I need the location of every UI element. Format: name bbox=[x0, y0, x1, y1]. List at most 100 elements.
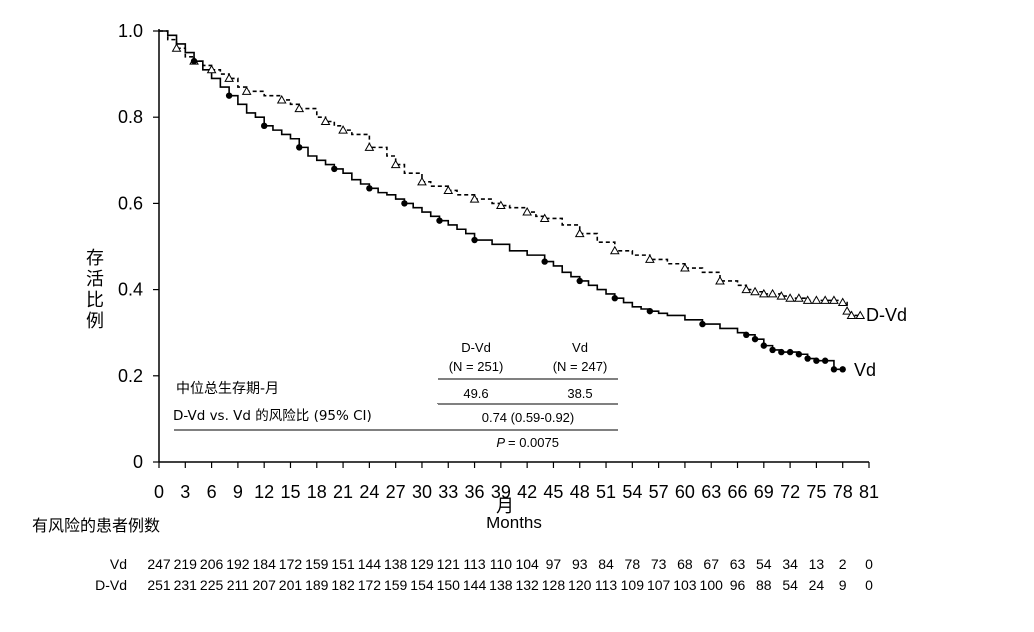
risk-cell: 73 bbox=[651, 556, 667, 572]
table-p-value: = 0.0075 bbox=[508, 435, 559, 450]
risk-cell: 97 bbox=[546, 556, 562, 572]
risk-cell: 154 bbox=[410, 577, 434, 593]
x-tick-label: 57 bbox=[649, 482, 669, 502]
risk-cell: 184 bbox=[253, 556, 277, 572]
risk-cell: 107 bbox=[647, 577, 671, 593]
risk-cell: 207 bbox=[253, 577, 277, 593]
x-tick-label: 45 bbox=[543, 482, 563, 502]
risk-row-label: Vd bbox=[110, 556, 127, 572]
censor-mark-vd bbox=[821, 357, 829, 364]
risk-cell: 113 bbox=[595, 577, 618, 593]
table-row1-bg bbox=[170, 376, 438, 398]
x-tick-label: 72 bbox=[780, 482, 800, 502]
censor-mark-dvd bbox=[741, 284, 752, 294]
axes: 0 3 6 9 12 15 18 21 24 27 30 33 36 39 42 45 48 51 54 57 60 63… bbox=[118, 21, 879, 502]
censor-mark-vd bbox=[260, 122, 268, 130]
censor-mark-dvd bbox=[776, 291, 787, 300]
censor-mark-vd bbox=[778, 348, 785, 356]
risk-table-title: 有风险的患者例数 bbox=[32, 516, 160, 535]
risk-cell: 54 bbox=[756, 556, 772, 572]
x-tick-label: 30 bbox=[412, 482, 432, 502]
x-tick-label: 63 bbox=[701, 482, 721, 502]
censor-markers bbox=[171, 43, 866, 373]
censor-mark-vd bbox=[401, 200, 408, 207]
table-col-header-dvd: D-Vd bbox=[461, 340, 491, 355]
censor-mark-vd bbox=[331, 165, 338, 173]
table-row2-label: D-Vd vs. Vd 的风险比 (95% CI) bbox=[173, 408, 372, 424]
risk-table: Vd 247 219 206 192 184 172 159 151 144 138 129 121 11… bbox=[95, 556, 873, 593]
censor-mark-dvd bbox=[171, 43, 182, 52]
table-row1-label: 中位总生存期-月 bbox=[176, 381, 279, 397]
censor-mark-vd bbox=[611, 295, 619, 302]
risk-cell: 151 bbox=[331, 556, 355, 572]
risk-cell: 100 bbox=[700, 577, 724, 593]
table-col-n-dvd: (N = 251) bbox=[449, 359, 504, 374]
censor-mark-dvd bbox=[758, 288, 769, 298]
censor-mark-dvd bbox=[522, 207, 533, 216]
risk-cell: 144 bbox=[358, 556, 382, 572]
x-tick-label: 6 bbox=[207, 482, 217, 502]
risk-cell: 24 bbox=[809, 577, 825, 593]
censor-mark-vd bbox=[576, 277, 583, 285]
censor-mark-vd bbox=[366, 185, 373, 192]
risk-cell: 120 bbox=[568, 577, 592, 593]
risk-cell: 159 bbox=[305, 556, 329, 572]
censor-mark-vd bbox=[471, 236, 478, 244]
risk-cell: 88 bbox=[756, 577, 772, 593]
series-line-vd bbox=[159, 30, 843, 371]
risk-cell: 0 bbox=[865, 556, 873, 572]
censor-mark-vd bbox=[830, 366, 838, 373]
risk-row-label: D-Vd bbox=[95, 577, 127, 593]
censor-mark-dvd bbox=[276, 94, 287, 104]
risk-cell: 103 bbox=[673, 577, 697, 593]
x-tick-label: 60 bbox=[675, 482, 695, 502]
censor-mark-dvd bbox=[241, 86, 252, 95]
risk-cell: 211 bbox=[227, 577, 250, 593]
risk-cell: 121 bbox=[437, 556, 461, 572]
censor-mark-vd bbox=[541, 258, 548, 265]
x-tick-label: 27 bbox=[386, 482, 406, 502]
risk-cell: 159 bbox=[384, 577, 408, 593]
censor-mark-dvd bbox=[294, 103, 305, 113]
censor-mark-vd bbox=[296, 144, 303, 151]
x-axis-label: 月 bbox=[496, 496, 514, 517]
risk-cell: 206 bbox=[200, 556, 224, 572]
censor-mark-vd bbox=[839, 366, 846, 373]
censor-mark-dvd bbox=[802, 295, 813, 304]
censor-mark-dvd bbox=[645, 254, 655, 263]
censor-mark-dvd bbox=[785, 293, 795, 302]
censor-mark-dvd bbox=[469, 194, 480, 203]
x-tick-label: 48 bbox=[570, 482, 590, 502]
x-tick-label: 3 bbox=[180, 482, 190, 502]
censor-mark-dvd bbox=[224, 73, 234, 82]
censor-mark-vd bbox=[751, 335, 759, 343]
curves bbox=[159, 30, 861, 371]
censor-mark-vd bbox=[769, 346, 776, 354]
table-row2-value: 0.74 (0.59-0.92) bbox=[482, 410, 575, 425]
table-row1-value-dvd: 49.6 bbox=[463, 386, 488, 401]
x-tick-label: 33 bbox=[438, 482, 458, 502]
censor-mark-vd bbox=[804, 355, 811, 362]
risk-cell: 68 bbox=[677, 556, 693, 572]
risk-cell: 144 bbox=[463, 577, 487, 593]
censor-mark-dvd bbox=[846, 310, 857, 319]
x-axis-label-overlap: Months bbox=[486, 513, 542, 532]
risk-cell: 192 bbox=[226, 556, 250, 572]
series-label-vd: Vd bbox=[854, 360, 876, 380]
table-row2-bg bbox=[170, 404, 438, 426]
risk-cell: 132 bbox=[515, 577, 539, 593]
censor-mark-dvd bbox=[574, 228, 585, 238]
x-tick-label: 66 bbox=[728, 482, 748, 502]
x-tick-label: 51 bbox=[596, 482, 616, 502]
y-tick-label: 0.8 bbox=[118, 107, 143, 127]
censor-mark-dvd bbox=[837, 297, 848, 307]
x-tick-label: 0 bbox=[154, 482, 164, 502]
x-tick-label: 75 bbox=[806, 482, 826, 502]
y-tick-label: 0 bbox=[133, 452, 143, 472]
risk-cell: 2 bbox=[839, 556, 847, 572]
censor-mark-dvd bbox=[609, 245, 620, 255]
censor-mark-dvd bbox=[842, 306, 852, 315]
censor-mark-vd bbox=[786, 348, 794, 356]
risk-cell: 251 bbox=[147, 577, 171, 593]
